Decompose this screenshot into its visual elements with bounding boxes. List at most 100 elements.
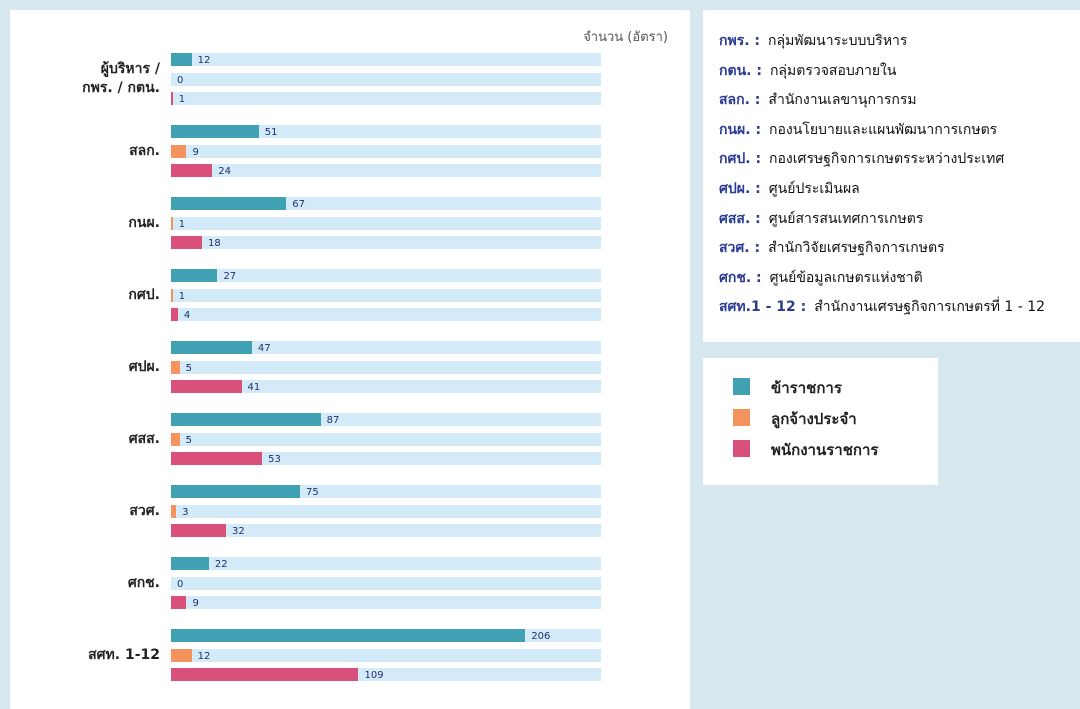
value-label: 87 [326,415,340,426]
abbreviation-text: กองนโยบายและแผนพัฒนาการเกษตร [769,121,998,138]
abbreviation-text: กลุ่มพัฒนาระบบบริหาร [768,33,908,49]
abbreviation-key: สศท.1 - 12 : [719,299,807,316]
category-label: ศสส. [128,430,160,447]
abbreviation-row: สวศ. : สำนักวิจัยเศรษฐกิจการเกษตร [719,237,945,259]
bar-track [171,92,601,105]
bar-track [171,341,601,354]
abbreviation-row: ศกช. : ศูนย์ข้อมูลเกษตรแห่งชาติ [719,267,923,289]
value-label: 9 [192,146,199,158]
value-label: 109 [364,670,384,681]
abbreviation-row: สลก. : สำนักงานเลขานุการกรม [719,89,917,111]
value-label: 9 [192,598,199,609]
value-label: 12 [197,650,211,662]
legend-label: ลูกจ้างประจำ [771,410,857,428]
bar-track [171,648,601,662]
value-label: 22 [214,559,228,570]
bar [171,432,180,446]
bar [171,629,526,642]
value-label: 18 [207,238,221,249]
bar [171,269,218,282]
legend-swatch [733,378,750,395]
bar [171,648,192,662]
bar [171,380,242,393]
value-label: 5 [185,434,192,446]
bar [171,92,173,105]
abbreviation-key: สวศ. : [719,240,761,257]
abbreviation-key: สลก. : [719,92,761,109]
abbreviation-text: กองเศรษฐกิจการเกษตรระหว่างประเทศ [769,151,1005,168]
bar [171,360,180,374]
bar-track [171,452,601,465]
bar [171,504,177,518]
bar [171,197,287,210]
bar [171,288,173,302]
legend-label: ข้าราชการ [771,379,842,397]
bar-track [171,269,601,282]
abbreviation-text: สำนักงานเศรษฐกิจการเกษตรที่ 1 - 12 [814,299,1046,316]
abbreviation-text: ศูนย์ข้อมูลเกษตรแห่งชาติ [769,269,923,286]
bar [171,308,178,321]
abbreviation-key: กนผ. : [719,121,762,138]
abbreviation-text: สำนักงานเลขานุการกรม [768,92,917,109]
value-label: 47 [257,343,271,354]
bar-track [171,164,601,177]
value-label: 0 [177,74,184,86]
category-label: กนผ. [128,214,160,231]
bar [171,216,173,230]
abbreviation-text: ศูนย์สารสนเทศการเกษตร [768,210,924,227]
bar [171,53,192,66]
bar-track [171,144,601,158]
value-label: 1 [178,290,186,302]
category-label: สศท. 1-12 [88,646,160,663]
category-label: ศปผ. [128,358,160,375]
bar [171,452,263,465]
abbreviation-text: กลุ่มตรวจสอบภายใน [769,62,897,79]
bar [171,164,213,177]
bar-track [171,596,601,609]
legend-swatch [733,440,750,457]
bar-track [171,125,601,138]
abbreviation-key: กตน. : [719,62,762,79]
bar [171,485,300,498]
abbreviation-key: ศปผ. : [719,181,761,197]
category-label: สลก. [129,142,160,159]
bar-track [171,380,601,393]
abbreviation-key: กศป. : [719,151,762,168]
value-label: 12 [197,55,211,66]
value-label: 32 [232,526,245,537]
category-label: สวศ. [129,502,160,519]
value-label: 27 [223,271,237,282]
value-label: 41 [247,382,261,393]
abbreviation-text: ศูนย์ประเมินผล [768,181,860,197]
category-label: กศป. [128,286,160,303]
value-label: 3 [182,506,189,518]
bar [171,557,209,570]
bar [171,236,202,249]
bar [171,341,252,354]
value-label: 1 [178,218,186,230]
value-label: 51 [264,127,278,138]
bar [171,524,227,537]
category-label: ผู้บริหาร / กพร. / กตน. [82,61,160,96]
abbreviation-panel: กพร. : กลุ่มพัฒนาระบบบริหารกตน. : กลุ่มตรว… [703,10,1080,342]
abbreviation-row: ศปผ. : ศูนย์ประเมินผล [719,178,860,200]
bar-track [171,236,601,249]
bar-track [171,360,601,374]
abbreviation-row: กตน. : กลุ่มตรวจสอบภายใน [719,60,896,82]
value-label: 4 [183,310,191,321]
bar-track [171,432,601,446]
bar-track [171,308,601,321]
value-label: 24 [218,166,231,177]
bar [171,668,359,681]
bar [171,413,321,426]
abbreviation-key: กพร. : [719,33,761,49]
bar [171,144,187,158]
abbreviation-row: กนผ. : กองนโยบายและแผนพัฒนาการเกษตร [719,119,997,141]
bar-track [171,53,601,66]
abbreviation-row: กพร. : กลุ่มพัฒนาระบบบริหาร [719,30,907,52]
chart-panel: จำนวน (อัตรา) ผู้บริหาร / กพร. / กตน. 12 0… [10,10,690,709]
value-label: 75 [306,487,319,498]
value-label: 0 [177,578,184,590]
abbreviation-key: ศกช. : [719,269,762,286]
